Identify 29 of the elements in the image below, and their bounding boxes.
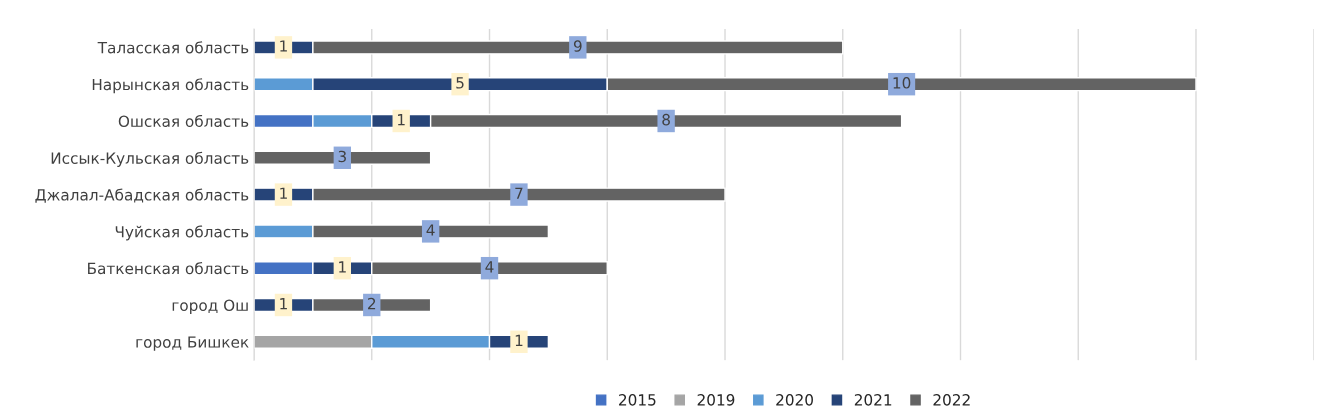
y-tick-label: Чуйская область	[115, 225, 249, 241]
data-label: 4	[426, 224, 435, 236]
legend-label: 2020	[776, 394, 813, 406]
data-label: 3	[338, 150, 346, 163]
y-tick-label: Нарынская область	[92, 78, 249, 94]
data-label: 9	[573, 40, 582, 52]
legend-label: 2019	[697, 394, 735, 406]
data-label: 2	[368, 297, 376, 310]
data-label: 1	[280, 187, 287, 199]
data-label: 5	[456, 77, 464, 89]
legend-label: 2021	[854, 394, 892, 406]
data-label: 7	[515, 187, 523, 199]
y-tick-label: Джалал-Абадская область	[35, 188, 249, 203]
data-label: 1	[280, 298, 287, 310]
y-tick-label: Ошская область	[118, 114, 249, 127]
data-label: 1	[280, 40, 287, 52]
data-label: 4	[485, 261, 494, 273]
data-label: 1	[339, 261, 346, 273]
y-tick-label: город Ош	[172, 299, 248, 314]
y-tick-label: Иссык-Кульская область	[51, 151, 249, 167]
y-tick-label: Таласская область	[97, 41, 249, 54]
data-label: 1	[515, 334, 523, 346]
data-label: 8	[662, 113, 670, 126]
y-tick-label: город Бишкек	[136, 336, 249, 351]
data-label: 1	[398, 114, 405, 126]
data-label: 10	[893, 77, 911, 89]
y-tick-label: Баткенская область	[88, 262, 249, 275]
legend-label: 2015	[619, 394, 656, 406]
legend-label: 2022	[933, 394, 970, 406]
